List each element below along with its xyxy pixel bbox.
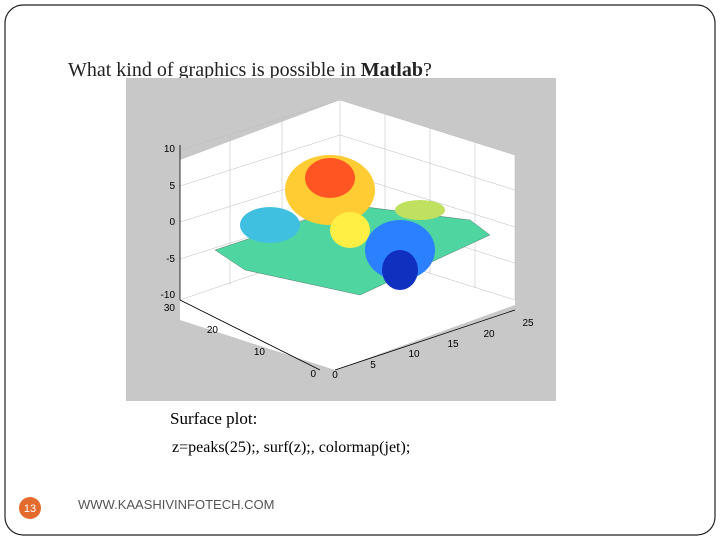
x-tick-label: 25	[522, 318, 534, 329]
title-end: ?	[423, 59, 432, 81]
caption-line: z=peaks(25);, surf(z);, colormap(jet);	[172, 439, 410, 456]
surface-ridge	[240, 207, 300, 243]
page-number: 13	[24, 503, 36, 515]
z-tick-label: -10	[161, 290, 176, 301]
x-tick-label: 10	[408, 349, 420, 360]
y-tick-label: 10	[254, 347, 266, 358]
title-bold: Matlab	[361, 59, 423, 81]
z-tick-label: 0	[169, 217, 175, 228]
x-tick-label: 15	[447, 339, 459, 350]
surface-peak-top	[305, 158, 355, 198]
surface-bump	[330, 212, 370, 248]
z-tick-label: 5	[169, 181, 175, 192]
surface-dip-bottom	[382, 250, 418, 290]
axis-lines	[179, 145, 516, 371]
surface-hill	[395, 200, 445, 220]
caption-line: Surface plot:	[170, 409, 257, 428]
title-text: What kind of graphics is possible in	[68, 59, 361, 81]
y-tick-label: 30	[164, 303, 176, 314]
x-tick-label: 0	[332, 370, 338, 381]
x-tick-label: 5	[370, 360, 376, 371]
footer: WWW.KAASHIVINFOTECH.COM	[78, 497, 274, 512]
z-tick-label: -5	[166, 254, 175, 265]
y-tick-label: 0	[310, 369, 316, 380]
surface-figure: 10 5 0 -5 -10 30 20 10 0 0 5 10 15 20 25	[126, 78, 556, 401]
y-tick-label: 20	[207, 325, 219, 336]
z-tick-label: 10	[164, 144, 176, 155]
slide-title: What kind of graphics is possible in Mat…	[68, 59, 432, 81]
page-badge	[19, 497, 41, 519]
x-tick-label: 20	[483, 329, 495, 340]
